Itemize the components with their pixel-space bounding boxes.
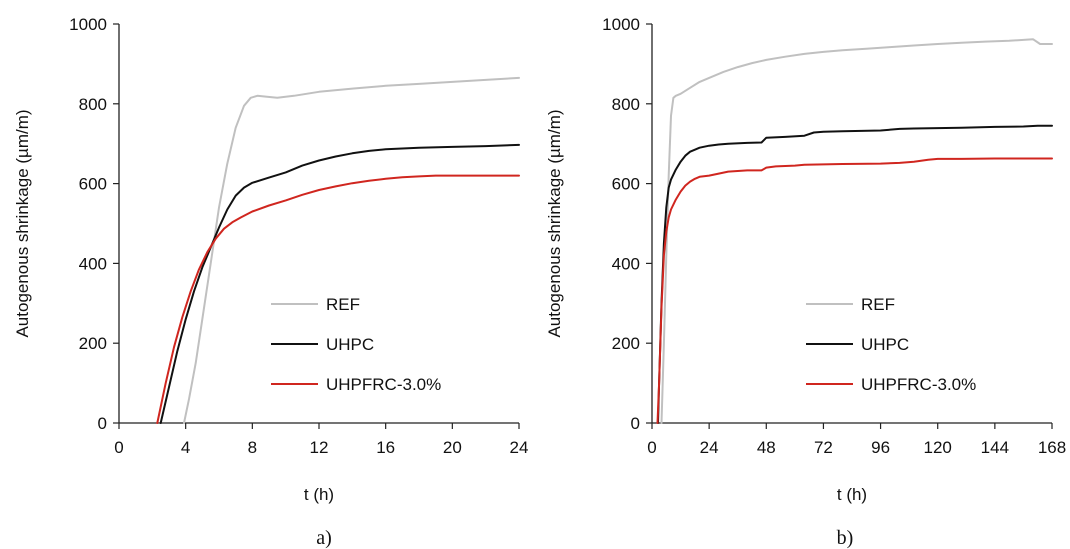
legend-label: UHPC (861, 335, 909, 354)
legend-label: UHPC (326, 335, 374, 354)
y-axis-title: Autogenous shrinkage (µm/m) (545, 109, 564, 337)
y-axis-title: Autogenous shrinkage (µm/m) (13, 109, 32, 337)
y-tick-label: 200 (612, 334, 640, 353)
y-tick-label: 1000 (69, 15, 107, 34)
y-tick-label: 0 (98, 414, 107, 433)
legend-label: REF (861, 295, 895, 314)
x-tick-label: 0 (114, 438, 123, 457)
x-tick-label: 72 (814, 438, 833, 457)
x-tick-label: 0 (647, 438, 656, 457)
y-tick-label: 200 (79, 334, 107, 353)
series-line-uhpc (657, 124, 1053, 424)
y-tick-label: 800 (612, 95, 640, 114)
x-tick-label: 24 (510, 438, 529, 457)
series-line-uhpfrc-3-0- (656, 157, 1053, 424)
series-line-ref (183, 76, 520, 424)
series-line-uhpfrc-3-0- (156, 174, 520, 424)
x-tick-label: 16 (376, 438, 395, 457)
x-tick-label: 96 (871, 438, 890, 457)
y-tick-label: 600 (612, 175, 640, 194)
legend-label: UHPFRC-3.0% (861, 375, 976, 394)
x-tick-label: 120 (924, 438, 952, 457)
x-tick-label: 24 (700, 438, 719, 457)
series-line-uhpc (159, 143, 520, 424)
x-tick-label: 48 (757, 438, 776, 457)
y-tick-label: 600 (79, 175, 107, 194)
y-tick-label: 0 (631, 414, 640, 433)
series-line-ref (660, 38, 1053, 424)
panel-caption: a) (316, 527, 332, 549)
x-tick-label: 168 (1038, 438, 1066, 457)
legend-label: REF (326, 295, 360, 314)
panel-caption: b) (837, 527, 854, 549)
x-tick-label: 4 (181, 438, 190, 457)
legend-label: UHPFRC-3.0% (326, 375, 441, 394)
x-tick-label: 8 (248, 438, 257, 457)
x-axis-title: t (h) (837, 485, 867, 504)
y-tick-label: 400 (79, 254, 107, 273)
y-tick-label: 800 (79, 95, 107, 114)
y-tick-label: 400 (612, 254, 640, 273)
x-tick-label: 144 (981, 438, 1009, 457)
x-tick-label: 12 (310, 438, 329, 457)
x-axis-title: t (h) (304, 485, 334, 504)
y-tick-label: 1000 (602, 15, 640, 34)
x-tick-label: 20 (443, 438, 462, 457)
